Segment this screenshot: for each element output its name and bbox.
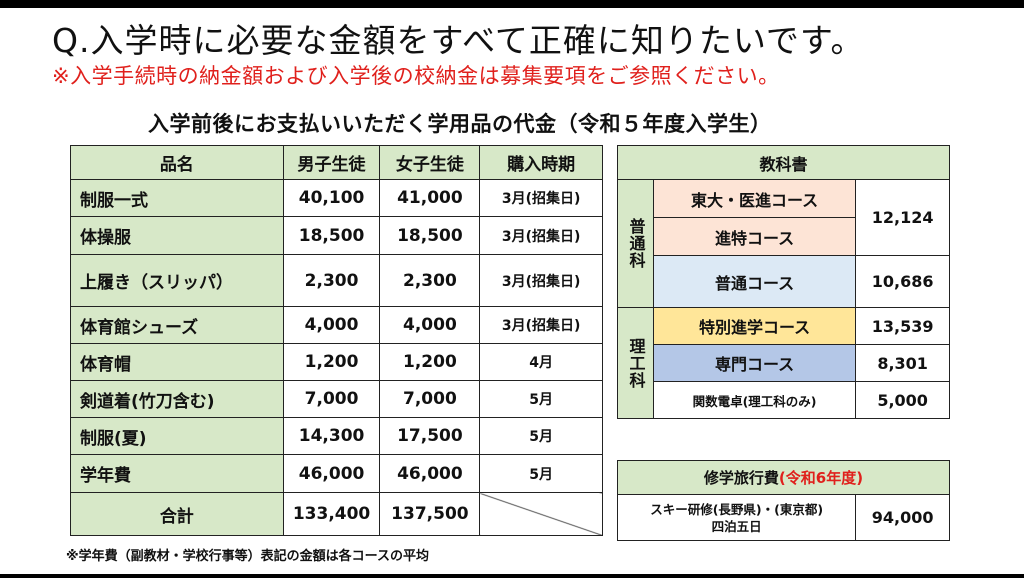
textbook-header: 教科書 — [617, 145, 950, 180]
table-row: 制服(夏) 14,300 17,500 5月 — [70, 417, 603, 455]
course-futsu: 普通コース — [652, 255, 857, 308]
col-header-male: 男子生徒 — [282, 145, 381, 180]
male-price: 1,200 — [282, 343, 381, 381]
purchase-period: 3月(招集日) — [479, 254, 603, 307]
col-header-period: 購入時期 — [479, 145, 603, 180]
item-name: 制服一式 — [70, 179, 284, 217]
table-row: 体育館シューズ 4,000 4,000 3月(招集日) — [70, 306, 603, 344]
course-tokubetsu: 特別進学コース — [652, 307, 857, 345]
table-subtitle: 入学前後にお支払いいただく学用品の代金（令和５年度入学生） — [148, 112, 772, 136]
purchase-period: 5月 — [479, 454, 603, 493]
female-price: 41,000 — [379, 179, 481, 217]
trip-description-line1: スキー研修(長野県)・(東京都) — [650, 501, 824, 517]
price-calculator: 5,000 — [855, 381, 950, 419]
top-border — [0, 0, 1024, 8]
col-header-item: 品名 — [70, 145, 284, 180]
purchase-period: 4月 — [479, 343, 603, 381]
item-name: 剣道着(竹刀含む) — [70, 380, 284, 418]
table-row: 進特コース — [618, 217, 950, 256]
trip-description-line2: 四泊五日 — [711, 518, 762, 534]
textbook-header-row: 教科書 — [617, 145, 950, 180]
item-name: 学年費 — [70, 454, 284, 493]
textbook-table: 教科書 普通科 東大・医進コース 12,124 進特コース 普通コース 10,6… — [617, 145, 950, 419]
male-price: 18,500 — [282, 216, 381, 255]
trip-header: 修学旅行費(令和6年度) — [617, 460, 950, 495]
trip-price: 94,000 — [855, 494, 950, 541]
dept-science: 理工科 — [617, 307, 654, 419]
table-row: 制服一式 40,100 41,000 3月(招集日) — [70, 179, 603, 217]
table-row: 理工科 特別進学コース 13,539 — [617, 307, 950, 419]
purchase-period: 3月(招集日) — [479, 179, 603, 217]
female-price: 1,200 — [379, 343, 481, 381]
price-tokubetsu: 13,539 — [855, 307, 950, 345]
total-female: 137,500 — [379, 492, 481, 536]
dept-general: 普通科 — [617, 179, 654, 308]
table-row: 普通コース 10,686 — [618, 255, 950, 308]
supplies-table: 品名 男子生徒 女子生徒 購入時期 制服一式 40,100 41,000 3月(… — [70, 145, 603, 536]
col-header-female: 女子生徒 — [379, 145, 481, 180]
trip-header-row: 修学旅行費(令和6年度) — [617, 460, 950, 495]
question-title: Q.入学時に必要な金額をすべて正確に知りたいです。 — [52, 21, 865, 60]
price-shared: 12,124 — [855, 179, 950, 256]
red-note: ※入学手続時の納金額および入学後の校納金は募集要項をご参照ください。 — [52, 64, 780, 88]
total-label: 合計 — [70, 492, 284, 536]
table-row: 体操服 18,500 18,500 3月(招集日) — [70, 216, 603, 255]
item-name: 制服(夏) — [70, 417, 284, 455]
male-price: 40,100 — [282, 179, 381, 217]
male-price: 7,000 — [282, 380, 381, 418]
male-price: 46,000 — [282, 454, 381, 493]
male-price: 4,000 — [282, 306, 381, 344]
bottom-border — [0, 574, 1024, 578]
course-senmon: 専門コース — [652, 344, 857, 382]
purchase-period: 5月 — [479, 417, 603, 455]
trip-header-year: (令和6年度) — [778, 469, 864, 487]
male-price: 2,300 — [282, 254, 381, 307]
table-row: 関数電卓(理工科のみ) 5,000 — [618, 381, 950, 419]
total-male: 133,400 — [282, 492, 381, 536]
supplies-header-row: 品名 男子生徒 女子生徒 購入時期 — [70, 145, 603, 180]
item-name: 体育館シューズ — [70, 306, 284, 344]
item-name: 体操服 — [70, 216, 284, 255]
female-price: 18,500 — [379, 216, 481, 255]
table-row: 剣道着(竹刀含む) 7,000 7,000 5月 — [70, 380, 603, 418]
female-price: 7,000 — [379, 380, 481, 418]
course-shintoku: 進特コース — [652, 217, 857, 256]
table-row: 学年費 46,000 46,000 5月 — [70, 454, 603, 493]
total-row: 合計 133,400 137,500 — [70, 492, 603, 536]
female-price: 2,300 — [379, 254, 481, 307]
table-row: 普通科 東大・医進コース 12,124 — [617, 179, 950, 308]
footnote: ※学年費（副教材・学校行事等）表記の金額は各コースの平均 — [66, 549, 429, 564]
purchase-period: 5月 — [479, 380, 603, 418]
trip-description: スキー研修(長野県)・(東京都) 四泊五日 — [616, 494, 857, 541]
table-row: 専門コース 8,301 — [618, 344, 950, 382]
course-todai: 東大・医進コース — [652, 179, 857, 218]
female-price: 17,500 — [379, 417, 481, 455]
female-price: 46,000 — [379, 454, 481, 493]
course-calculator: 関数電卓(理工科のみ) — [652, 381, 857, 419]
table-row: 体育帽 1,200 1,200 4月 — [70, 343, 603, 381]
item-name: 体育帽 — [70, 343, 284, 381]
trip-table: 修学旅行費(令和6年度) スキー研修(長野県)・(東京都) 四泊五日 94,00… — [616, 460, 950, 541]
purchase-period: 3月(招集日) — [479, 216, 603, 255]
female-price: 4,000 — [379, 306, 481, 344]
item-name: 上履き（スリッパ） — [70, 254, 284, 307]
price-futsu: 10,686 — [855, 255, 950, 308]
purchase-period: 3月(招集日) — [479, 306, 603, 344]
trip-header-main: 修学旅行費 — [703, 469, 779, 487]
male-price: 14,300 — [282, 417, 381, 455]
table-row: 上履き（スリッパ） 2,300 2,300 3月(招集日) — [70, 254, 603, 307]
trip-row: スキー研修(長野県)・(東京都) 四泊五日 94,000 — [616, 494, 950, 541]
price-senmon: 8,301 — [855, 344, 950, 382]
empty-diagonal-cell — [479, 492, 603, 536]
